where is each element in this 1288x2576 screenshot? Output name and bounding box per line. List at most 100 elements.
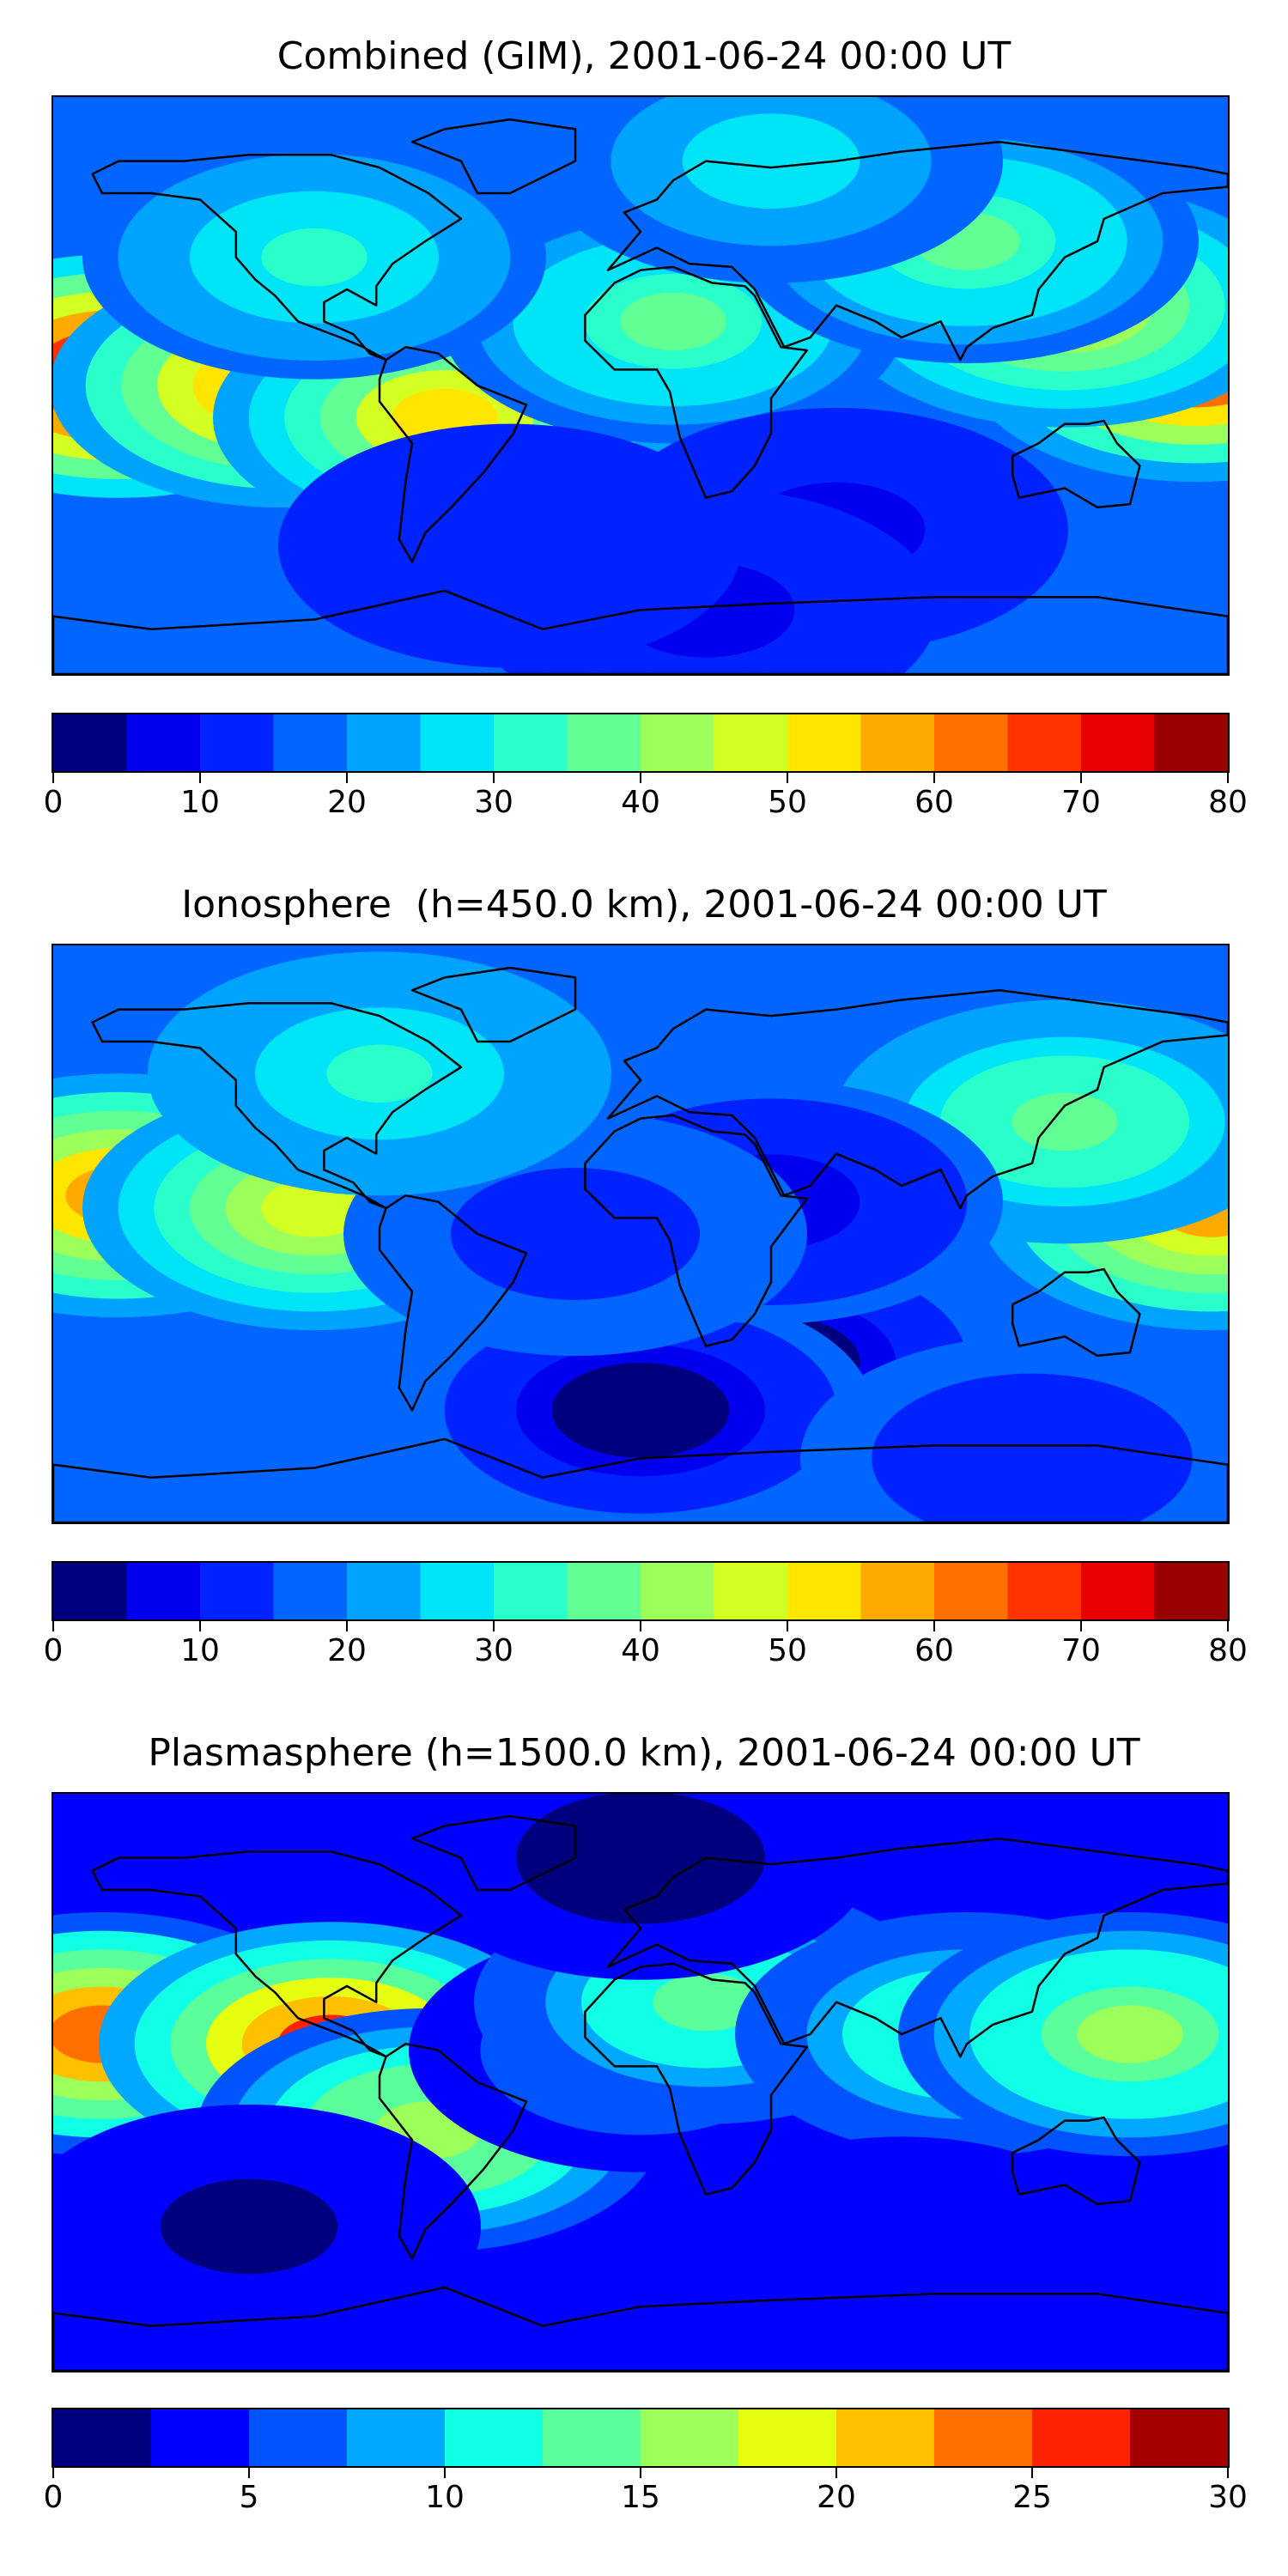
colorbar-tick-label: 0 xyxy=(43,1633,64,1668)
colorbar-segment-10 xyxy=(787,1563,862,1619)
colorbar-tick-label: 50 xyxy=(768,785,807,820)
colorbar-segment-9 xyxy=(714,1563,788,1619)
colorbar-segment-1 xyxy=(126,1563,201,1619)
colorbar-tick-mark xyxy=(787,1621,788,1631)
colorbar-segment-3 xyxy=(273,714,348,771)
contour-feature-8-level-5 xyxy=(196,2197,302,2256)
colorbar-segment-4 xyxy=(347,714,422,771)
colorbar-segment-5 xyxy=(420,1563,495,1619)
colorbar-segment-2 xyxy=(249,2409,348,2466)
colorbar-segment-0 xyxy=(53,2409,152,2466)
colorbar-segment-10 xyxy=(1032,2409,1131,2466)
colorbar-tick-label: 40 xyxy=(621,785,660,820)
colorbar-tick-mark xyxy=(52,2468,54,2478)
colorbar-tick-mark xyxy=(52,1621,54,1631)
colorbar-segment-6 xyxy=(494,1563,568,1619)
colorbar-tick-label: 15 xyxy=(621,2480,660,2515)
map-svg xyxy=(53,97,1228,674)
colorbar-tick-mark xyxy=(640,2468,641,2478)
colorbar-tick-mark xyxy=(933,773,935,783)
colorbar-plasmasphere xyxy=(52,2408,1230,2468)
colorbar-tick-label: 50 xyxy=(768,1633,807,1668)
colorbar-tick-label: 70 xyxy=(1061,1633,1101,1668)
panel-title-ionosphere: Ionosphere (h=450.0 km), 2001-06-24 00:0… xyxy=(181,883,1107,927)
colorbar-tick-label: 10 xyxy=(425,2480,465,2515)
colorbar-tick-mark xyxy=(493,1621,495,1631)
map-ionosphere xyxy=(52,944,1230,1524)
colorbar-segment-2 xyxy=(200,1563,275,1619)
colorbar-tick-mark xyxy=(1080,773,1082,783)
colorbar-segment-6 xyxy=(641,2409,739,2466)
colorbar-segment-12 xyxy=(934,714,1009,771)
colorbar-segment-15 xyxy=(1154,714,1228,771)
colorbar-segment-7 xyxy=(738,2409,837,2466)
colorbar-segment-4 xyxy=(347,1563,422,1619)
colorbar-tick-label: 80 xyxy=(1208,1633,1248,1668)
colorbar-tick-label: 10 xyxy=(180,1633,220,1668)
colorbar-segment-4 xyxy=(445,2409,544,2466)
colorbar-segment-3 xyxy=(273,1563,348,1619)
coastline-2 xyxy=(410,966,577,1043)
coastline-1 xyxy=(378,345,528,563)
colorbar-segment-11 xyxy=(1130,2409,1228,2466)
colorbar-segment-5 xyxy=(420,714,495,771)
contour-feature-10-level-5 xyxy=(261,228,368,287)
colorbar-tick-label: 0 xyxy=(43,2480,64,2515)
contour-feature-7-level-5 xyxy=(587,1829,694,1887)
panel-title-plasmasphere: Plasmasphere (h=1500.0 km), 2001-06-24 0… xyxy=(148,1731,1140,1775)
colorbar-tick-mark xyxy=(248,2468,250,2478)
coastline-6 xyxy=(53,589,1228,674)
colorbar-segment-9 xyxy=(934,2409,1033,2466)
colorbar-tick-label: 5 xyxy=(239,2480,259,2515)
colorbar-segment-0 xyxy=(53,714,128,771)
colorbar-tick-mark xyxy=(787,773,788,783)
colorbar-tick-label: 0 xyxy=(43,785,64,820)
colorbar-tick-mark xyxy=(640,1621,641,1631)
colorbar-tick-label: 10 xyxy=(180,785,220,820)
colorbar-segment-11 xyxy=(860,714,935,771)
contour-feature-5-level-5 xyxy=(587,1381,694,1439)
colorbar-segment-5 xyxy=(543,2409,641,2466)
colorbar-tick-mark xyxy=(493,773,495,783)
colorbar-tick-mark xyxy=(444,2468,446,2478)
contour-feature-4-level-5 xyxy=(653,1973,759,2032)
colorbar-segment-3 xyxy=(347,2409,446,2466)
panel-title-combined: Combined (GIM), 2001-06-24 00:00 UT xyxy=(276,34,1012,78)
coastline-2 xyxy=(410,1814,577,1892)
coastline-5 xyxy=(1011,1267,1141,1358)
coastline-1 xyxy=(378,1194,528,1412)
colorbar-tick-mark xyxy=(1031,2468,1033,2478)
colorbar-segment-7 xyxy=(567,714,641,771)
colorbar-segment-12 xyxy=(934,1563,1009,1619)
colorbar-segment-8 xyxy=(641,714,715,771)
coastline-0 xyxy=(91,1001,463,1210)
coastline-2 xyxy=(410,118,577,195)
colorbar-tick-label: 70 xyxy=(1061,785,1101,820)
colorbar-segment-6 xyxy=(494,714,568,771)
coastline-1 xyxy=(378,2042,528,2260)
coastline-4 xyxy=(584,1114,809,1347)
colorbar-tick-label: 30 xyxy=(474,785,513,820)
contour-feature-3-level-5 xyxy=(1012,1092,1118,1151)
contour-feature-9-level-5 xyxy=(848,2229,955,2287)
colorbar-combined xyxy=(52,713,1230,773)
map-svg xyxy=(53,945,1228,1522)
coastline-3 xyxy=(606,989,1228,1210)
map-combined-gim xyxy=(52,95,1230,676)
colorbar-tick-mark xyxy=(52,773,54,783)
coastline-4 xyxy=(584,1962,809,2196)
coastline-5 xyxy=(1011,2116,1141,2206)
contour-feature-5-level-5 xyxy=(620,292,726,350)
colorbar-tick-mark xyxy=(835,2468,837,2478)
colorbar-segment-13 xyxy=(1007,714,1082,771)
coastline-0 xyxy=(91,153,463,361)
colorbar-tick-mark xyxy=(199,773,201,783)
coastline-4 xyxy=(584,265,809,499)
colorbar-tick-label: 20 xyxy=(327,1633,367,1668)
colorbar-tick-mark xyxy=(640,773,641,783)
colorbar-segment-1 xyxy=(151,2409,250,2466)
colorbar-tick-mark xyxy=(1227,1621,1229,1631)
colorbar-segment-10 xyxy=(787,714,862,771)
colorbar-segment-9 xyxy=(714,714,788,771)
contour-feature-6-level-5 xyxy=(1077,2005,1183,2063)
